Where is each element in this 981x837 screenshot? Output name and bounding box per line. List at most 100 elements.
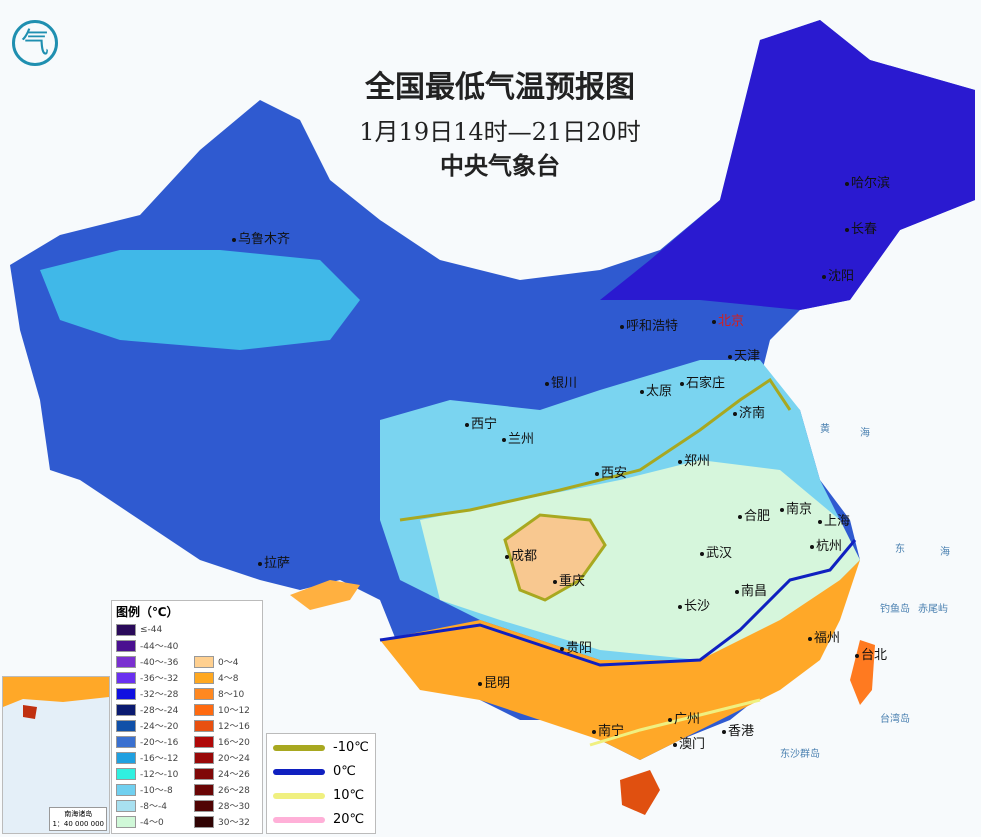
sea-label: 东沙群岛 (780, 749, 820, 760)
isotherm-0 (379, 539, 857, 667)
legend-item: -36～-32 (116, 671, 178, 684)
legend-label: -40～-36 (140, 658, 179, 668)
legend-label: 0～4 (218, 658, 239, 668)
city-label: 沈阳 (822, 265, 854, 284)
legend-swatch (116, 719, 136, 732)
legend-label: 12～16 (218, 722, 250, 732)
city-label: 杭州 (810, 535, 842, 554)
city-label: 重庆 (553, 570, 585, 589)
legend-swatch (116, 623, 136, 636)
city-label: 上海 (818, 510, 850, 529)
city-label: 福州 (808, 627, 840, 646)
legend-item: -24～-20 (116, 719, 178, 732)
map-title: 全国最低气温预报图 (365, 70, 635, 105)
legend-label: 4～8 (218, 674, 239, 684)
region-tibet-south (290, 580, 360, 610)
city-label: 长沙 (678, 595, 710, 614)
legend-item: -8～-4 (116, 799, 167, 812)
legend-label: 8～10 (218, 690, 245, 700)
legend-label: 30～32 (218, 818, 250, 828)
city-label: 乌鲁木齐 (232, 228, 290, 247)
legend-swatch (116, 703, 136, 716)
legend-swatch (194, 735, 214, 748)
sea-label: 海 (860, 428, 870, 439)
isotherm-line (273, 744, 325, 751)
legend-swatch (116, 751, 136, 764)
legend-swatch (116, 687, 136, 700)
city-label: 呼和浩特 (620, 315, 678, 334)
hainan-island (620, 770, 660, 815)
city-label: 昆明 (478, 672, 510, 691)
issuer: 中央气象台 (440, 151, 560, 180)
city-label: 石家庄 (680, 372, 725, 391)
isotherm-item: 0℃ (273, 764, 356, 779)
color-legend: 图例（℃） ≤-44 -44～-40 -40～-36 -36～-32 -32～-28 -2… (111, 600, 263, 834)
legend-item: 8～10 (194, 687, 244, 700)
legend-label: -12～-10 (140, 770, 179, 780)
legend-swatch (194, 767, 214, 780)
legend-label: -28～-24 (140, 706, 179, 716)
legend-item: 24～26 (194, 767, 250, 780)
city-label: 天津 (728, 345, 760, 364)
legend-swatch (194, 783, 214, 796)
legend-item: -16～-12 (116, 751, 178, 764)
legend-title: 图例（℃） (116, 605, 179, 619)
legend-item: 30～32 (194, 815, 250, 828)
sea-label: 黄 (820, 424, 830, 435)
city-label: 南宁 (592, 720, 624, 739)
isotherm-item: 10℃ (273, 788, 364, 803)
city-label: 广州 (668, 708, 700, 727)
legend-swatch (194, 703, 214, 716)
legend-label: 28～30 (218, 802, 250, 812)
isotherm-minus10 (399, 377, 792, 522)
region-xinjiang-basin (40, 250, 360, 350)
legend-item: -44～-40 (116, 639, 178, 652)
city-label: 兰州 (502, 428, 534, 447)
legend-swatch (116, 735, 136, 748)
legend-swatch (194, 799, 214, 812)
legend-item: -10～-8 (116, 783, 173, 796)
city-label: 哈尔滨 (845, 172, 890, 191)
city-label: 澳门 (673, 733, 705, 752)
isotherm-line (273, 792, 325, 799)
isotherm-label: 10℃ (333, 788, 365, 803)
legend-item: 0～4 (194, 655, 238, 668)
legend-label: -20～-16 (140, 738, 179, 748)
legend-swatch (116, 815, 136, 828)
legend-label: -4～0 (140, 818, 164, 828)
city-label: 太原 (640, 380, 672, 399)
city-label: 成都 (505, 545, 537, 564)
legend-item: 16～20 (194, 735, 250, 748)
legend-swatch (116, 655, 136, 668)
legend-item: -28～-24 (116, 703, 178, 716)
legend-swatch (194, 687, 214, 700)
city-label: 武汉 (700, 542, 732, 561)
city-label: 合肥 (738, 505, 770, 524)
region-northeast-deep (600, 20, 975, 310)
legend-item: 26～28 (194, 783, 250, 796)
sea-label: 赤尾屿 (918, 604, 948, 615)
legend-item: -12～-10 (116, 767, 178, 780)
legend-item: -32～-28 (116, 687, 178, 700)
inset-caption: 南海诸岛 1：40 000 000 (49, 807, 107, 831)
city-label: 郑州 (678, 450, 710, 469)
city-label: 西安 (595, 462, 627, 481)
legend-label: -10～-8 (140, 786, 173, 796)
legend-label: ≤-44 (140, 624, 163, 635)
city-label: 南京 (780, 498, 812, 517)
city-label: 西宁 (465, 413, 497, 432)
legend-item: 10～12 (194, 703, 250, 716)
legend-label: -16～-12 (140, 754, 179, 764)
legend-swatch (116, 671, 136, 684)
legend-swatch (116, 639, 136, 652)
city-label: 济南 (733, 402, 765, 421)
inset-scale: 1：40 000 000 (52, 820, 104, 828)
legend-label: 24～26 (218, 770, 250, 780)
city-label: 台北 (855, 644, 887, 663)
city-label: 北京 (712, 310, 744, 329)
isotherm-item: -10℃ (273, 740, 369, 755)
legend-swatch (194, 751, 214, 764)
isotherm-label: 0℃ (333, 764, 356, 779)
legend-swatch (194, 655, 214, 668)
legend-label: 20～24 (218, 754, 250, 764)
